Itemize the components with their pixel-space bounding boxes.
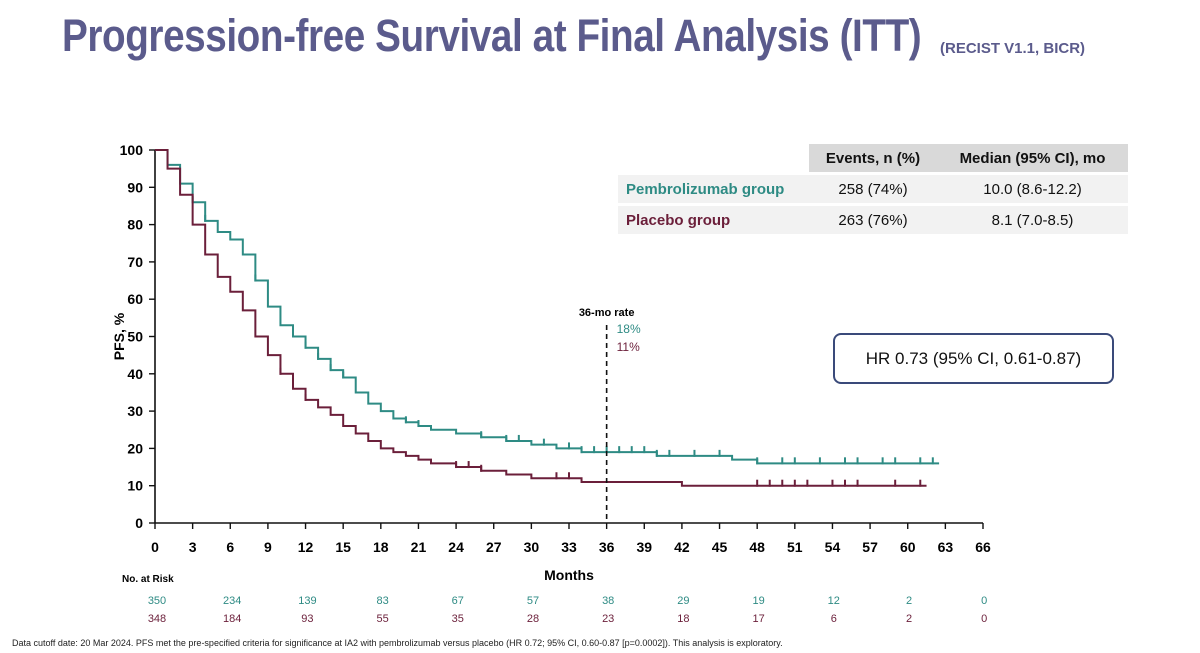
x-tick-label: 24 [448,539,464,555]
x-tick-label: 33 [561,539,577,555]
risk-count-placebo: 6 [831,613,837,625]
x-tick-label: 12 [298,539,314,555]
x-tick-label: 21 [411,539,427,555]
y-tick-label: 0 [135,515,143,531]
x-tick-label: 9 [264,539,272,555]
x-tick-label: 63 [938,539,954,555]
risk-count-pembrolizumab: 38 [602,595,614,607]
x-tick-label: 45 [712,539,728,555]
x-tick-label: 39 [636,539,652,555]
annotation-value-placebo: 11% [617,340,640,354]
risk-count-placebo: 0 [981,613,987,625]
stats-events-placebo: 263 (76%) [809,206,937,234]
x-tick-label: 3 [189,539,197,555]
x-tick-label: 27 [486,539,502,555]
stats-header-median: Median (95% CI), mo [937,144,1128,172]
title-subtitle: (RECIST V1.1, BICR) [940,40,1086,57]
stats-median-placebo: 8.1 (7.0-8.5) [937,206,1128,234]
x-tick-label: 30 [524,539,540,555]
y-tick-label: 10 [127,478,143,494]
stats-header-events: Events, n (%) [809,144,937,172]
x-tick-label: 0 [151,539,159,555]
risk-count-placebo: 18 [677,613,689,625]
stats-row-pembrolizumab: Pembrolizumab group 258 (74%) 10.0 (8.6-… [618,175,1128,203]
stats-header-blank [618,144,809,172]
footnote: Data cutoff date: 20 Mar 2024. PFS met t… [12,638,783,648]
risk-count-pembrolizumab: 234 [223,595,241,607]
hazard-ratio-text: HR 0.73 (95% CI, 0.61-0.87) [865,348,1082,368]
x-tick-label: 15 [335,539,351,555]
y-tick-label: 90 [127,179,143,195]
x-axis-label: Months [544,567,594,583]
title-main: Progression-free Survival at Final Analy… [62,10,922,61]
y-tick-label: 50 [127,329,143,345]
y-tick-label: 80 [127,217,143,233]
risk-count-placebo: 55 [376,613,388,625]
risk-count-placebo: 2 [906,613,912,625]
risk-count-placebo: 348 [148,613,166,625]
risk-count-pembrolizumab: 12 [828,595,840,607]
risk-count-placebo: 28 [527,613,539,625]
slide-title: Progression-free Survival at Final Analy… [62,10,1061,62]
y-tick-label: 60 [127,291,143,307]
y-tick-label: 30 [127,403,143,419]
risk-count-placebo: 17 [752,613,764,625]
risk-count-pembrolizumab: 83 [376,595,388,607]
stats-group-placebo: Placebo group [618,206,809,234]
x-tick-label: 36 [599,539,615,555]
risk-count-pembrolizumab: 2 [906,595,912,607]
risk-count-pembrolizumab: 0 [981,595,987,607]
risk-count-pembrolizumab: 139 [298,595,316,607]
x-tick-label: 57 [862,539,878,555]
stats-events-pembrolizumab: 258 (74%) [809,175,937,203]
risk-count-pembrolizumab: 29 [677,595,689,607]
hazard-ratio-box: HR 0.73 (95% CI, 0.61-0.87) [833,333,1114,384]
risk-count-placebo: 93 [301,613,313,625]
x-tick-label: 18 [373,539,389,555]
y-tick-label: 70 [127,254,143,270]
placebo-curve [155,149,927,487]
stats-table: Events, n (%) Median (95% CI), mo Pembro… [618,141,1128,237]
x-tick-label: 54 [825,539,841,555]
x-tick-label: 60 [900,539,916,555]
stats-row-placebo: Placebo group 263 (76%) 8.1 (7.0-8.5) [618,206,1128,234]
pembrolizumab-curve [155,149,940,465]
y-tick-label: 100 [120,142,144,158]
risk-count-pembrolizumab: 19 [752,595,764,607]
x-tick-label: 66 [975,539,991,555]
risk-count-pembrolizumab: 350 [148,595,166,607]
stats-header-row: Events, n (%) Median (95% CI), mo [618,144,1128,172]
x-tick-label: 42 [674,539,690,555]
risk-count-placebo: 184 [223,613,241,625]
risk-count-pembrolizumab: 67 [452,595,464,607]
risk-count-placebo: 23 [602,613,614,625]
x-tick-label: 48 [749,539,765,555]
annotation-value-pembrolizumab: 18% [617,322,641,336]
risk-count-placebo: 35 [452,613,464,625]
y-tick-label: 40 [127,366,143,382]
risk-count-pembrolizumab: 57 [527,595,539,607]
stats-median-pembrolizumab: 10.0 (8.6-12.2) [937,175,1128,203]
x-tick-label: 6 [226,539,234,555]
y-tick-label: 20 [127,440,143,456]
stats-group-pembrolizumab: Pembrolizumab group [618,175,809,203]
risk-table-label: No. at Risk [122,574,174,585]
y-axis-label: PFS, % [111,312,127,360]
x-tick-label: 51 [787,539,803,555]
annotation-label: 36-mo rate [579,307,635,319]
